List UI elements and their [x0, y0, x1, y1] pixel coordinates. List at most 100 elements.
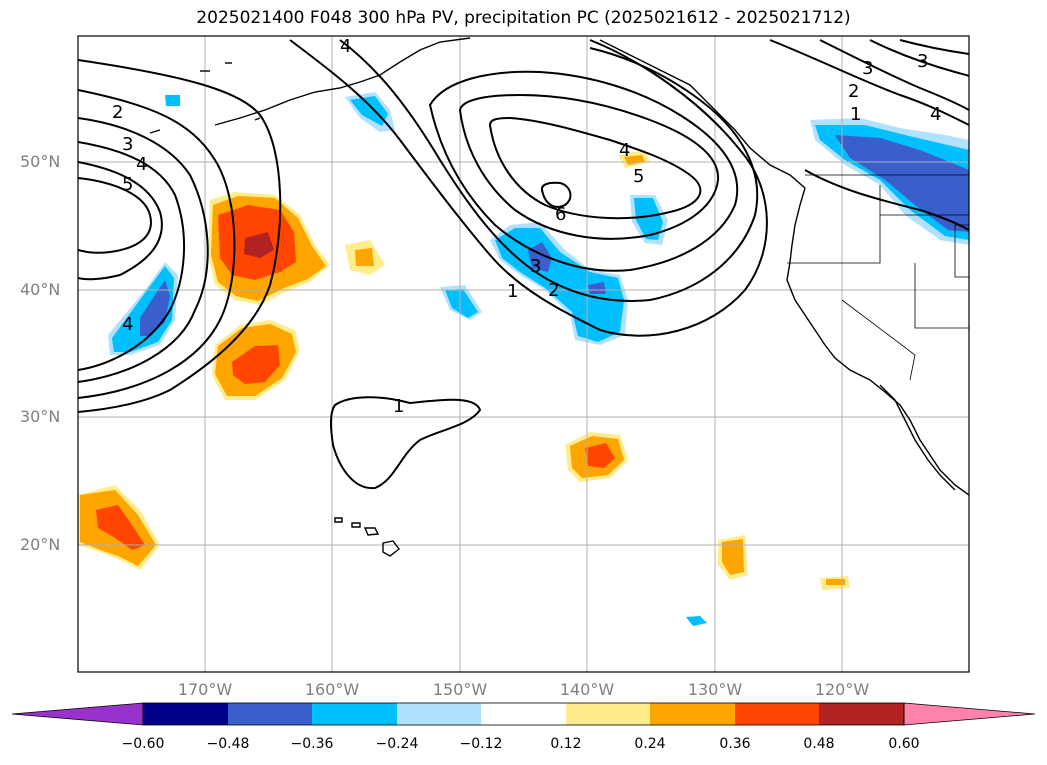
- pv-contour-label: 5: [633, 166, 644, 187]
- longitude-label: 150°W: [432, 680, 488, 699]
- colorbar-tick-label: −0.48: [206, 736, 250, 752]
- colorbar-tick-label: −0.36: [290, 736, 334, 752]
- pv-contour-label: 1: [850, 104, 861, 125]
- pv-contour: [769, 39, 969, 126]
- colorbar-segment: [228, 703, 312, 725]
- colorbar: [11, 702, 1036, 726]
- pv-contour-label: 2: [848, 81, 859, 102]
- pv-contours: [78, 39, 969, 490]
- precip-negative-region: [165, 95, 180, 106]
- pv-contour-label: 5: [122, 174, 133, 195]
- hawaii-island: [334, 517, 343, 523]
- longitude-label: 130°W: [687, 680, 743, 699]
- precip-negative-region: [445, 289, 478, 318]
- precip-negative-region: [835, 135, 969, 232]
- pv-contour: [428, 70, 739, 272]
- pv-contour: [458, 93, 720, 240]
- colorbar-segment: [650, 703, 735, 725]
- precip-negative-region: [686, 616, 707, 626]
- pv-contour: [899, 39, 969, 55]
- pv-contour-label: 3: [917, 51, 928, 72]
- pv-contour: [78, 59, 282, 413]
- colorbar-segment: [819, 703, 904, 725]
- state-border: [787, 185, 881, 264]
- precip-positive-region: [585, 443, 615, 468]
- pv-contour-label: 3: [862, 58, 873, 79]
- precip-positive-region: [244, 232, 274, 258]
- latitude-label: 50°N: [20, 152, 61, 171]
- colorbar-tick-label: 0.60: [888, 736, 920, 752]
- map-title: 2025021400 F048 300 hPa PV, precipitatio…: [196, 8, 851, 28]
- latitude-label: 40°N: [20, 280, 61, 299]
- pv-contour: [78, 177, 152, 254]
- map-frame: [77, 35, 970, 673]
- state-border: [954, 224, 969, 278]
- pv-contour: [78, 117, 209, 383]
- pv-contour: [329, 396, 482, 490]
- pv-contour: [78, 141, 186, 371]
- pv-contour: [804, 169, 969, 231]
- pv-contour-label: 3: [530, 256, 541, 277]
- pv-contour: [289, 39, 768, 337]
- state-border: [914, 263, 969, 329]
- colorbar-segment: [481, 703, 566, 725]
- colorbar-segment: [143, 703, 228, 725]
- colorbar-extend-low: [11, 702, 144, 726]
- pv-contour-label: 4: [340, 36, 351, 57]
- pv-contour-label: 4: [136, 154, 147, 175]
- precip-negative-region: [350, 96, 388, 126]
- colorbar-tick-label: −0.12: [459, 736, 503, 752]
- longitude-label: 160°W: [304, 680, 360, 699]
- pv-contour-label: 1: [507, 281, 518, 302]
- precip-negative-region: [588, 282, 606, 294]
- alaska-panhandle-coast: [599, 39, 806, 189]
- hawaii-island: [363, 527, 380, 536]
- colorbar-tick-label: 0.12: [550, 736, 582, 752]
- map-panel: 2 3 4 5 4 4 6 3 1 2 4 5 1 3 3 2 1 4: [78, 36, 969, 672]
- pv-contour-labels: 2 3 4 5 4 4 6 3 1 2 4 5 1 3 3 2 1 4: [112, 36, 941, 417]
- pv-contour-label: 2: [112, 102, 123, 123]
- pv-contour: [869, 39, 969, 77]
- colorbar-segment: [566, 703, 650, 725]
- baja-coast: [879, 384, 956, 491]
- pv-contour: [819, 39, 969, 111]
- pv-contour-label: 1: [393, 396, 404, 417]
- hawaii-island: [382, 540, 400, 557]
- pv-contour-label: 4: [930, 104, 941, 125]
- precip-positive-region: [826, 579, 845, 585]
- precip-negative-region: [634, 198, 663, 240]
- pv-contour-label: 2: [548, 280, 559, 301]
- state-borders: [787, 174, 969, 381]
- precip-positive-region: [355, 248, 374, 266]
- longitude-label: 170°W: [177, 680, 233, 699]
- colorbar-tick-label: 0.24: [634, 736, 666, 752]
- precip-positive-region: [232, 345, 280, 384]
- colorbar-extend-high: [903, 702, 1036, 726]
- pv-contour-label: 4: [122, 314, 133, 335]
- colorbar-segment: [735, 703, 819, 725]
- colorbar-segment: [312, 703, 397, 725]
- pv-contour: [488, 116, 702, 220]
- latitude-label: 30°N: [20, 407, 61, 426]
- hawaii-island: [351, 522, 361, 528]
- precip-positive-region: [722, 539, 744, 575]
- longitude-label: 140°W: [559, 680, 615, 699]
- precip-negative-region: [528, 242, 552, 272]
- colorbar-outline: [142, 702, 905, 726]
- colorbar-segment: [397, 703, 481, 725]
- colorbar-tick-label: −0.60: [121, 736, 165, 752]
- pv-contour-label: 6: [555, 204, 566, 225]
- north-america-west-coast: [786, 187, 969, 496]
- coastlines: [149, 37, 969, 557]
- pv-contour-label: 3: [122, 134, 133, 155]
- pv-contour-label: 4: [619, 140, 630, 161]
- state-border: [841, 299, 916, 381]
- aleutian-island: [149, 129, 161, 134]
- pv-contour: [78, 89, 236, 399]
- colorbar-tick-label: 0.36: [719, 736, 751, 752]
- pv-contour: [540, 181, 572, 208]
- aleutian-island: [254, 117, 261, 121]
- latitude-label: 20°N: [20, 535, 61, 554]
- pv-contour: [339, 39, 759, 302]
